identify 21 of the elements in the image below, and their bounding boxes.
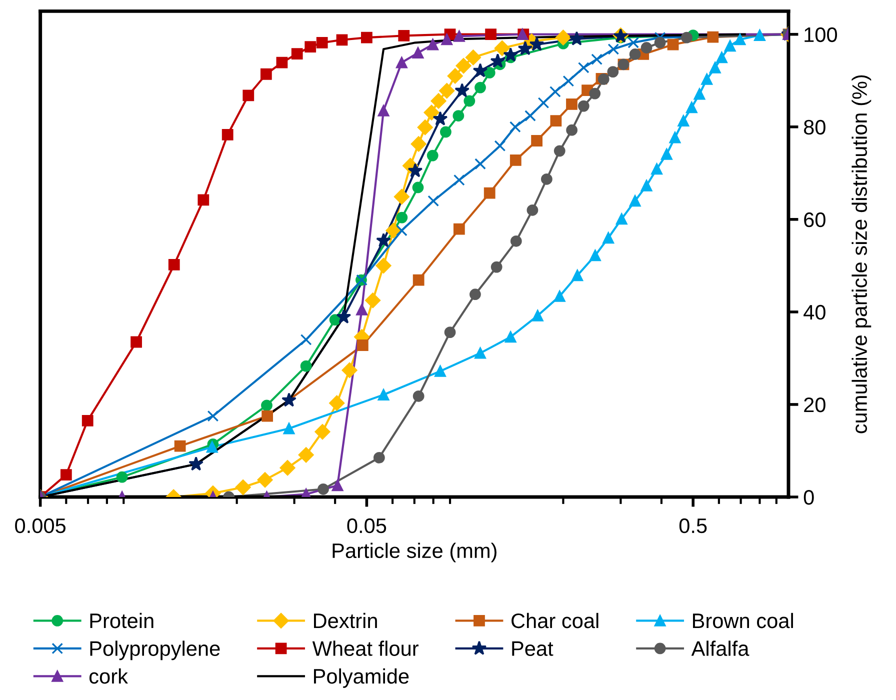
legend-label: Protein [90,612,154,628]
legend-label: Char coal [512,612,598,628]
legend-label: Alfalfa [691,640,750,656]
legend-label: Peat [512,641,554,656]
y-tick-label: 100 [804,27,838,42]
y-tick-label: 80 [804,120,826,135]
x-tick-label: 0.05 [347,518,386,534]
y-tick-label: 60 [804,212,826,228]
legend-label: Dextrin [314,612,377,628]
y-tick-label: 0 [804,490,814,505]
x-axis-title: Particle size (mm) [332,542,496,562]
y-tick-label: 20 [804,397,826,412]
legend-label: cork [89,668,128,684]
legend-label: Brown coal [693,612,793,628]
y-axis-title: cumulative particle size distribution (%) [852,75,872,434]
legend-label: Wheat flour [312,640,418,656]
y-tick-label: 40 [804,304,826,320]
x-tick-label: 0.5 [679,518,707,534]
x-tick-label: 0.005 [15,518,66,534]
legend-label: Polyamide [314,668,409,688]
legend-label: Polypropylene [90,640,220,660]
